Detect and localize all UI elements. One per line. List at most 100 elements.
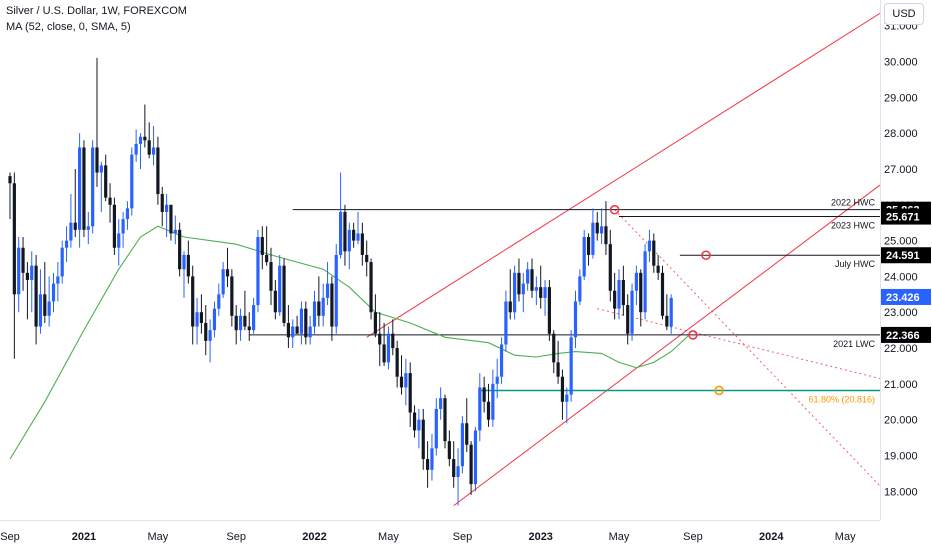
candle-body bbox=[360, 233, 364, 255]
candle bbox=[460, 416, 464, 474]
candle-body bbox=[434, 408, 438, 449]
candle bbox=[469, 441, 473, 495]
candle-body bbox=[443, 398, 447, 442]
candle-body bbox=[34, 265, 38, 327]
candle bbox=[595, 211, 599, 241]
candle bbox=[513, 265, 517, 320]
candle-body bbox=[130, 154, 134, 209]
candle bbox=[199, 294, 203, 334]
price-badge-3-bg bbox=[881, 247, 931, 264]
candle bbox=[456, 448, 460, 506]
y-tick-label: 25.000 bbox=[884, 236, 918, 248]
candle-body bbox=[138, 136, 143, 144]
level-label-5: 61.80% (20.816) bbox=[808, 394, 875, 404]
candle-body bbox=[8, 176, 12, 184]
candle-body bbox=[73, 222, 77, 230]
candles bbox=[8, 57, 673, 506]
candle-body bbox=[399, 376, 404, 388]
candle bbox=[647, 229, 652, 263]
candle bbox=[86, 211, 90, 245]
candle bbox=[278, 254, 282, 316]
candle bbox=[273, 279, 277, 320]
candle-body bbox=[656, 265, 660, 273]
candle-body bbox=[634, 272, 638, 291]
candle bbox=[534, 276, 538, 306]
candle-body bbox=[647, 240, 652, 252]
candle bbox=[491, 369, 495, 427]
candle-body bbox=[256, 237, 260, 306]
candle bbox=[217, 283, 221, 316]
candle bbox=[539, 265, 543, 309]
candle bbox=[573, 290, 578, 349]
candle-body bbox=[147, 140, 151, 155]
candle bbox=[60, 240, 64, 284]
candle-body bbox=[78, 147, 82, 230]
candle-body bbox=[339, 211, 343, 255]
candle bbox=[256, 229, 260, 313]
candle-body bbox=[356, 233, 360, 241]
candle bbox=[321, 283, 325, 327]
y-tick-label: 20.000 bbox=[884, 415, 918, 427]
candle-body bbox=[539, 287, 543, 298]
candle bbox=[252, 297, 256, 334]
candle bbox=[43, 262, 47, 323]
candle-body bbox=[460, 423, 464, 467]
x-tick-label: 2021 bbox=[72, 531, 96, 543]
currency-button[interactable]: USD bbox=[884, 3, 924, 25]
y-tick-label: 18.000 bbox=[884, 486, 918, 498]
candle bbox=[391, 319, 395, 356]
candle-body bbox=[504, 301, 508, 345]
candle bbox=[34, 254, 38, 345]
candle bbox=[125, 201, 130, 230]
candle bbox=[17, 237, 21, 313]
current-price-badge-bg bbox=[881, 288, 931, 305]
candle-body bbox=[91, 147, 95, 227]
candle bbox=[395, 340, 399, 388]
candle bbox=[347, 222, 351, 270]
candle-body bbox=[69, 222, 73, 241]
candle-body bbox=[530, 269, 534, 291]
candle-body bbox=[112, 204, 116, 248]
x-tick-label: Sep bbox=[453, 531, 473, 543]
candle-body bbox=[308, 326, 312, 338]
candle bbox=[600, 208, 604, 245]
candle-body bbox=[547, 287, 551, 334]
candle bbox=[339, 172, 343, 259]
candle-body bbox=[578, 276, 582, 302]
projection-line-2 bbox=[597, 308, 880, 379]
candle-body bbox=[295, 326, 299, 334]
candle-body bbox=[278, 265, 282, 313]
candle bbox=[495, 358, 499, 399]
candle bbox=[426, 441, 430, 488]
candle bbox=[643, 244, 647, 320]
candle-body bbox=[665, 315, 669, 327]
candle bbox=[434, 398, 438, 456]
candle bbox=[382, 322, 386, 366]
candle-body bbox=[199, 312, 203, 323]
candle bbox=[38, 269, 43, 334]
indicator-legend[interactable]: MA (52, close, 0, SMA, 5) bbox=[6, 21, 131, 33]
candle bbox=[304, 301, 308, 345]
candle bbox=[147, 122, 151, 159]
y-tick-label: 21.000 bbox=[884, 379, 918, 391]
candle bbox=[604, 201, 608, 255]
candle bbox=[639, 269, 643, 327]
candle bbox=[225, 247, 230, 288]
candle bbox=[439, 387, 443, 420]
x-tick-label: May bbox=[148, 531, 169, 543]
candle bbox=[652, 233, 656, 273]
candle bbox=[669, 294, 673, 334]
candle bbox=[191, 265, 195, 345]
candle-body bbox=[208, 330, 212, 341]
candle bbox=[552, 330, 556, 374]
candle-body bbox=[582, 237, 586, 277]
level-label-1: 2022 HWC bbox=[831, 198, 876, 208]
x-tick-label: 2022 bbox=[302, 531, 326, 543]
candle-body bbox=[60, 247, 64, 277]
candle bbox=[186, 240, 190, 284]
candle bbox=[430, 433, 434, 481]
candle-body bbox=[534, 287, 538, 291]
candle-body bbox=[125, 208, 130, 220]
